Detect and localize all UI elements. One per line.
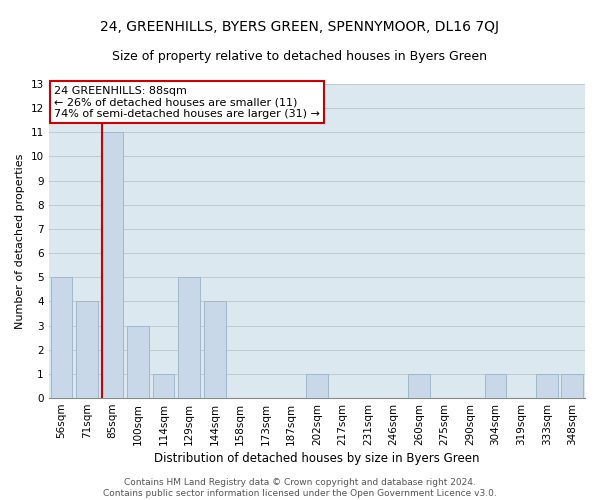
Bar <box>101 132 124 398</box>
Text: 24 GREENHILLS: 88sqm
← 26% of detached houses are smaller (11)
74% of semi-detac: 24 GREENHILLS: 88sqm ← 26% of detached h… <box>54 86 320 119</box>
Bar <box>204 302 226 398</box>
Bar <box>408 374 430 398</box>
Y-axis label: Number of detached properties: Number of detached properties <box>15 154 25 328</box>
Text: 24, GREENHILLS, BYERS GREEN, SPENNYMOOR, DL16 7QJ: 24, GREENHILLS, BYERS GREEN, SPENNYMOOR,… <box>101 20 499 34</box>
Bar <box>306 374 328 398</box>
Bar <box>536 374 557 398</box>
Bar <box>178 278 200 398</box>
Text: Size of property relative to detached houses in Byers Green: Size of property relative to detached ho… <box>113 50 487 63</box>
Bar <box>562 374 583 398</box>
Bar <box>50 278 72 398</box>
Bar <box>76 302 98 398</box>
Text: Contains HM Land Registry data © Crown copyright and database right 2024.
Contai: Contains HM Land Registry data © Crown c… <box>103 478 497 498</box>
X-axis label: Distribution of detached houses by size in Byers Green: Distribution of detached houses by size … <box>154 452 479 465</box>
Bar <box>153 374 175 398</box>
Bar <box>127 326 149 398</box>
Bar <box>485 374 506 398</box>
